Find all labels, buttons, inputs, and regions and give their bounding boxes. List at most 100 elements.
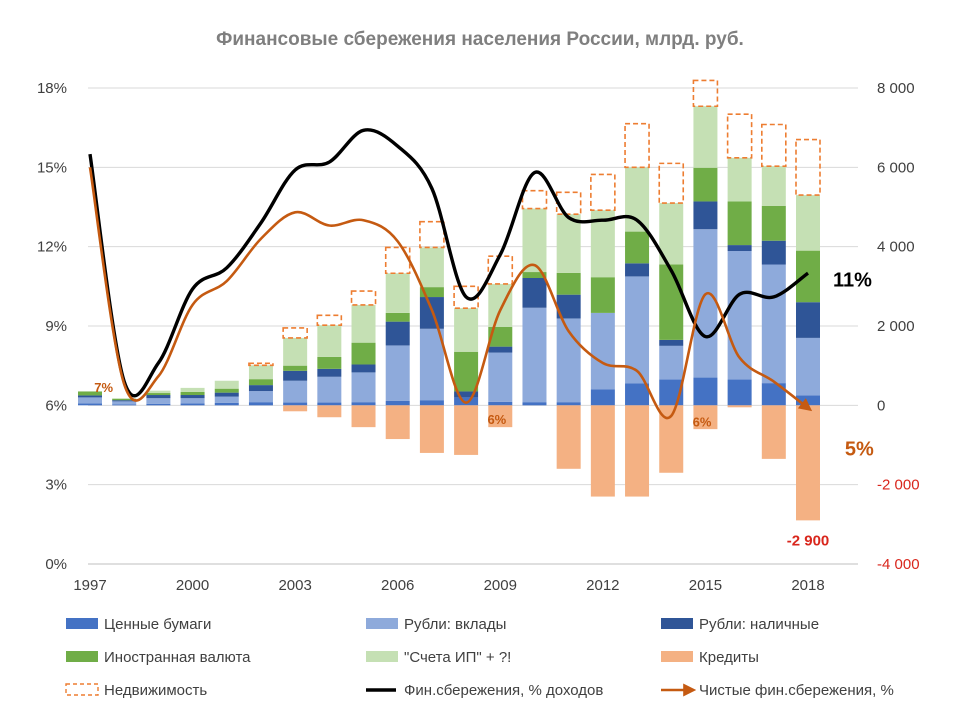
bar-segment	[248, 379, 273, 386]
bar-segment	[248, 365, 273, 380]
bar-segment	[556, 405, 581, 469]
bar-segment	[112, 401, 137, 405]
bar-segment	[761, 264, 786, 384]
bar-series	[78, 79, 821, 521]
axes: 0% 3% 6% 9% 12% 15% 18% -4 000 -2 000 0 2 000 4 000…	[37, 80, 920, 594]
bar-segment	[693, 167, 718, 202]
y-left-tick-label: 0%	[45, 556, 67, 573]
y-left-tick-label: 18%	[37, 80, 67, 97]
bar-segment	[625, 231, 650, 264]
bar-segment	[761, 405, 786, 459]
x-tick-label: 2000	[176, 577, 209, 594]
y-right-tick-label: 4 000	[877, 239, 915, 256]
bar-segment	[454, 308, 479, 352]
bar-segment	[385, 273, 410, 313]
x-tick-label: 1997	[73, 577, 106, 594]
legend-swatch	[65, 683, 99, 696]
y-right-tick-label: 6 000	[877, 159, 915, 176]
bar-segment	[283, 380, 308, 403]
y-left-tick-label: 9%	[45, 318, 67, 335]
bar-segment	[419, 405, 444, 453]
x-tick-label: 2012	[586, 577, 619, 594]
annotation-label: -2 900	[787, 532, 830, 549]
bar-segment	[556, 402, 581, 406]
y-left-tick-label: 12%	[37, 239, 67, 256]
bar-segment	[488, 405, 513, 428]
bar-segment	[317, 325, 342, 357]
bar-segment	[283, 337, 308, 366]
bar-segment	[454, 351, 479, 392]
bar-segment	[214, 388, 239, 393]
bar-segment	[180, 387, 205, 392]
bar-segment	[385, 312, 410, 322]
bar-segment	[796, 302, 820, 338]
bar-segment	[522, 208, 547, 273]
bar-segment	[283, 370, 308, 381]
bar-segment	[351, 342, 376, 365]
bar-segment	[385, 345, 410, 401]
legend-label: Недвижимость	[104, 682, 207, 699]
legend-label: Фин.сбережения, % доходов	[404, 682, 603, 699]
bar-segment	[727, 245, 752, 252]
bar-segment	[590, 405, 615, 497]
bar-segment	[727, 251, 752, 380]
bar-segment-dashed	[795, 138, 821, 196]
annotation-label: 6%	[487, 412, 506, 427]
bar-segment	[488, 401, 513, 406]
bar-segment-dashed	[624, 122, 650, 169]
x-tick-label: 2009	[484, 577, 517, 594]
bar-segment	[419, 328, 444, 401]
bar-segment	[180, 398, 205, 404]
bar-segment	[693, 405, 718, 430]
bar-segment	[761, 166, 786, 206]
bar-segment	[693, 377, 718, 406]
bar-segment	[659, 264, 684, 340]
bar-segment	[488, 352, 513, 402]
legend-swatch	[661, 618, 693, 629]
y-right-tick-label: 2 000	[877, 318, 915, 335]
bar-segment	[590, 312, 615, 390]
legend-swatch	[66, 651, 98, 662]
bar-segment	[351, 364, 376, 373]
bar-segment	[112, 400, 137, 402]
bar-segment	[351, 402, 376, 406]
legend-swatch	[366, 651, 398, 662]
annotation-label: 6%	[693, 414, 712, 429]
bar-segment	[146, 403, 171, 406]
fin-savings-line	[88, 128, 810, 398]
bar-segment	[78, 395, 102, 398]
annotation-label: 5%	[845, 439, 874, 461]
bar-segment	[317, 402, 342, 406]
bar-segment	[351, 405, 376, 428]
bar-segment	[248, 391, 273, 403]
chart-title: Финансовые сбережения населения России, …	[216, 29, 744, 50]
bar-segment	[214, 380, 239, 389]
bar-segment	[693, 201, 718, 230]
bar-segment	[248, 402, 273, 406]
bar-segment	[78, 391, 102, 396]
bar-segment	[385, 321, 410, 346]
bar-segment	[78, 397, 102, 404]
bar-segment	[761, 383, 786, 406]
bar-segment	[556, 214, 581, 273]
bar-segment	[146, 398, 171, 404]
bar-segment	[659, 345, 684, 380]
bar-segment	[522, 307, 547, 403]
bar-segment-dashed	[692, 79, 719, 108]
bar-segment-dashed	[384, 246, 411, 275]
bar-segment	[248, 385, 273, 392]
bar-segment-dashed	[419, 220, 445, 249]
annotation-label: 7%	[94, 380, 113, 395]
bar-segment	[454, 405, 479, 455]
y-right-tick-label: -4 000	[877, 556, 920, 573]
bar-segment	[214, 396, 239, 403]
bar-segment	[146, 390, 171, 394]
bar-segment-dashed	[316, 314, 343, 327]
legend-label: Рубли: вклады	[404, 616, 506, 633]
bar-segment-dashed	[350, 290, 377, 306]
bar-segment	[283, 402, 308, 406]
y-right-tick-label: 8 000	[877, 80, 915, 97]
y-right-tick-label: -2 000	[877, 477, 920, 494]
bar-segment	[419, 287, 444, 298]
y-left-tick-label: 15%	[37, 159, 67, 176]
